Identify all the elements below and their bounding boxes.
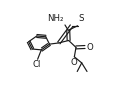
Text: NH₂: NH₂ (47, 15, 63, 24)
Text: Cl: Cl (32, 60, 40, 69)
Text: O: O (86, 43, 93, 52)
Text: S: S (78, 14, 84, 23)
Text: O: O (71, 58, 77, 67)
